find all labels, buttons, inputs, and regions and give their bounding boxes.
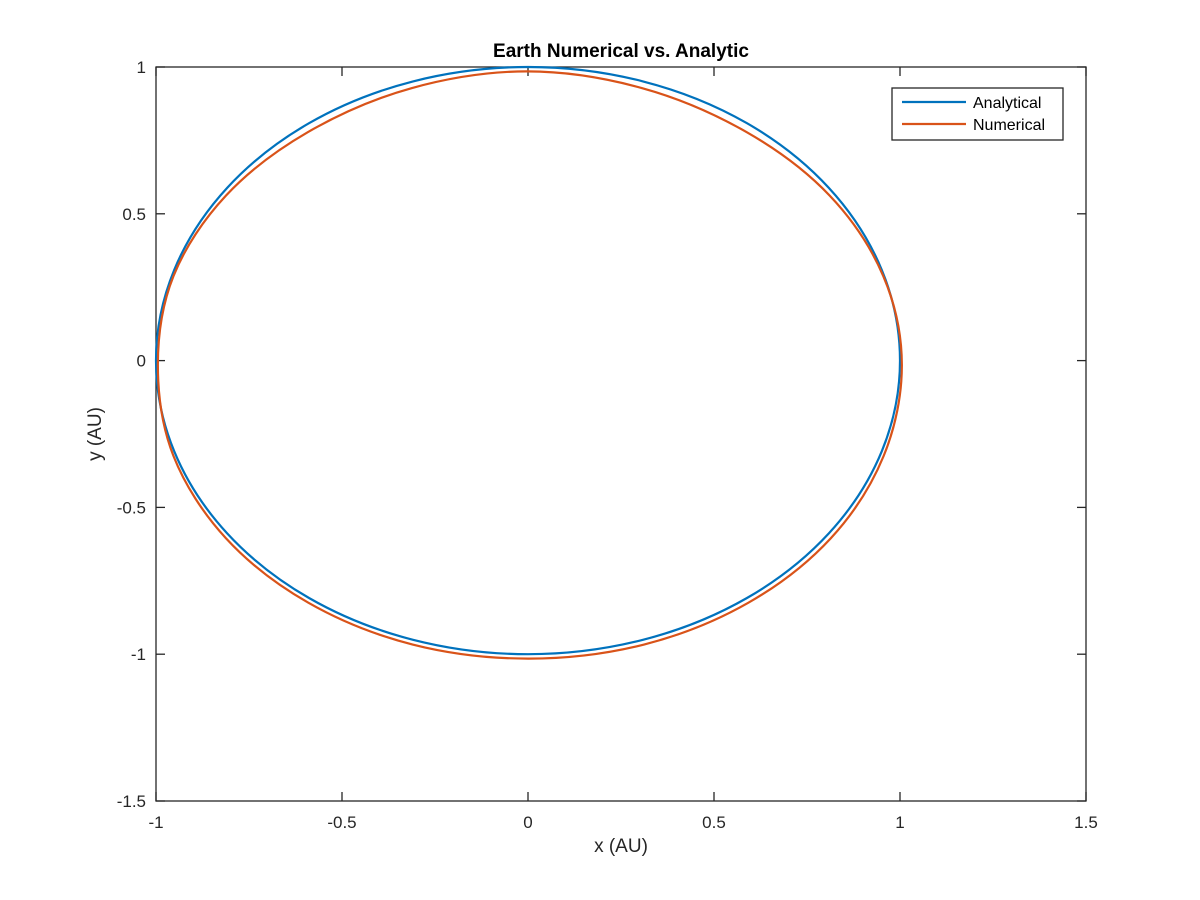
y-tick-label: 0 bbox=[137, 352, 146, 371]
legend-label-numerical: Numerical bbox=[973, 117, 1045, 134]
y-tick-label: 1 bbox=[137, 58, 146, 77]
y-axis-label: y (AU) bbox=[85, 407, 106, 461]
plot-area bbox=[155, 66, 1087, 802]
chart-title: Earth Numerical vs. Analytic bbox=[493, 41, 749, 62]
series-numerical-line bbox=[156, 70, 903, 660]
axis-ticks: -1 -0.5 0 0.5 1 1.5-1.5-1-0.500.51 bbox=[117, 58, 1098, 832]
legend-box bbox=[891, 87, 1064, 141]
y-tick-label: -1.5 bbox=[117, 792, 146, 811]
y-tick-label: -0.5 bbox=[117, 498, 146, 517]
x-tick-label: -1 bbox=[148, 813, 163, 832]
x-tick-label: 1 bbox=[895, 813, 904, 832]
series-analytical-line bbox=[154, 65, 902, 656]
y-tick-label: 0.5 bbox=[122, 205, 146, 224]
series-lines bbox=[154, 65, 903, 660]
x-tick-label: 0 bbox=[523, 813, 532, 832]
x-axis-label: x (AU) bbox=[594, 836, 648, 857]
x-tick-label: 1.5 bbox=[1074, 813, 1098, 832]
x-tick-label: -0.5 bbox=[327, 813, 356, 832]
y-tick-label: -1 bbox=[131, 645, 146, 664]
legend: Analytical Numerical bbox=[891, 87, 1064, 141]
x-tick-label: 0.5 bbox=[702, 813, 726, 832]
legend-label-analytical: Analytical bbox=[973, 95, 1041, 112]
